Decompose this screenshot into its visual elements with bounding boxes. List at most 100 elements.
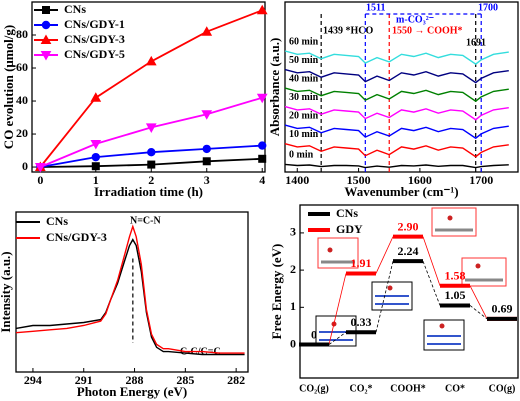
x-tick-label: COOH* (390, 383, 426, 394)
annotation: 1439 *HCO (323, 25, 374, 36)
inset-atoms (327, 215, 481, 329)
value-label: 1.58 (445, 268, 466, 282)
inset-box (461, 257, 507, 287)
x-tick-label: CO₂(g) (299, 383, 329, 394)
value-label: 0.33 (351, 315, 372, 329)
series-label: 0 min (289, 150, 314, 161)
inset-box (371, 281, 413, 311)
x-tick-label: 2 (148, 173, 154, 187)
marker (34, 163, 46, 173)
connector (422, 236, 441, 286)
series-line (284, 68, 509, 84)
annotation: 1691 (466, 37, 486, 48)
annotation: 1550 → COOH* (392, 25, 463, 36)
plot-frame (31, 1, 266, 173)
x-tick-label: 0 (37, 173, 43, 187)
x-tick-label: 4 (259, 173, 265, 187)
annotation: 1511 (366, 2, 385, 13)
series-line (284, 163, 509, 169)
annotation: m-CO₃²⁻ (396, 14, 434, 25)
x-tick-label: 288 (126, 373, 144, 387)
y-axis-label: Absorbance (a.u.) (267, 38, 282, 137)
x-tick-label: 285 (176, 373, 194, 387)
inset-box (317, 237, 359, 269)
marker (91, 162, 100, 171)
x-axis-label: Photon Energy (eV) (77, 384, 188, 399)
x-axis-label: Irradiation time (h) (94, 184, 203, 199)
connector (328, 273, 347, 345)
y-tick-label: 0 (22, 159, 28, 173)
marker (147, 160, 156, 169)
marker (201, 26, 213, 36)
plot-frame (15, 211, 249, 373)
series-label: 30 min (289, 92, 319, 103)
marker (41, 20, 51, 30)
y-tick-label: 20 (16, 126, 28, 140)
x-tick-label: 291 (75, 373, 93, 387)
y-axis-label: CO evolution (μmol/g) (1, 25, 16, 149)
y-tick-label: 1 (290, 299, 296, 313)
series-line (15, 224, 245, 354)
value-label: 2.24 (398, 244, 419, 258)
x-tick-label: CO₂* (350, 383, 373, 394)
value-label: 0 (311, 327, 317, 341)
series-line (284, 143, 509, 158)
x-tick-label: 1 (93, 173, 99, 187)
marker (202, 157, 211, 166)
y-tick-label: 40 (16, 93, 28, 107)
connector (469, 285, 488, 320)
plot-frame (284, 1, 519, 173)
legend-label: CNs (336, 206, 358, 220)
x-tick-label: 3 (204, 173, 210, 187)
legend-label: GDY (336, 222, 363, 236)
x-tick-label: CO* (445, 383, 465, 394)
legend-label: CNs/GDY-3 (64, 32, 125, 46)
value-label: 1.91 (351, 256, 372, 270)
y-axis-label: Intensity (a.u.) (0, 251, 13, 332)
y-axis-label: Free Energy (eV) (269, 244, 284, 340)
inset-lattice (319, 295, 461, 345)
y-tick-label: 3 (290, 225, 296, 239)
x-tick-label: 294 (24, 373, 42, 387)
value-label: 0.69 (492, 302, 513, 316)
x-axis-label: Wavenumber (cm⁻¹) (344, 184, 458, 199)
marker (90, 139, 102, 150)
marker (147, 147, 156, 157)
x-tick-label: CO(g) (489, 383, 516, 394)
x-tick-label: 1400 (285, 173, 309, 187)
marker (90, 92, 102, 102)
series-line (284, 105, 509, 121)
marker (256, 4, 268, 15)
marker (202, 144, 211, 154)
y-tick-label: 60 (16, 60, 28, 74)
marker (256, 93, 268, 104)
marker (145, 123, 157, 133)
structure-insets (315, 207, 507, 351)
y-tick-label: 80 (16, 27, 28, 41)
marker (145, 55, 157, 66)
legend-label: CNs (46, 214, 68, 228)
x-tick-label: 1700 (469, 173, 493, 187)
connector (328, 331, 347, 345)
x-tick-label: 1600 (408, 173, 432, 187)
marker (40, 34, 52, 44)
annotation: 1700 (478, 2, 498, 13)
series-label: 10 min (289, 129, 319, 140)
legend-label: CNs/GDY-3 (46, 230, 107, 244)
y-tick-label: 0 (290, 336, 296, 350)
marker (201, 110, 213, 120)
connector (469, 305, 488, 320)
value-label: 2.90 (398, 219, 419, 233)
annotation: N=C-N (130, 215, 161, 226)
plot-frame (299, 204, 519, 379)
series-label: 60 min (289, 36, 319, 47)
value-label: 1.05 (445, 288, 466, 302)
legend-label: CNs/GDY-1 (64, 17, 125, 31)
inset-box (423, 319, 465, 351)
x-tick-label: 282 (227, 373, 245, 387)
x-tick-label: 1500 (347, 173, 371, 187)
inset-lattice (321, 228, 503, 282)
y-tick-label: 2 (290, 262, 296, 276)
marker (40, 51, 52, 61)
